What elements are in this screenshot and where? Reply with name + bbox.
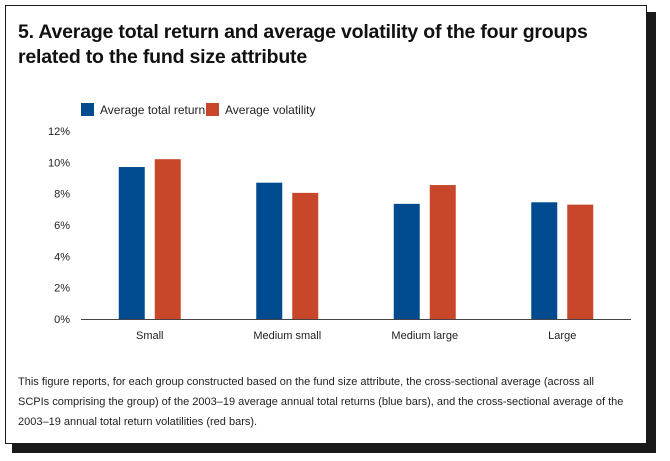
bar-return-0: [118, 167, 145, 319]
bar-return-1: [256, 182, 283, 319]
legend-swatch-0: [81, 103, 94, 116]
bar-chart: Average total return Average volatility 0…: [48, 103, 631, 342]
bar-volatility-0: [154, 159, 181, 319]
figure-caption: This figure reports, for each group cons…: [18, 376, 624, 428]
bar-volatility-1: [292, 192, 319, 319]
y-tick-label-6: 12%: [48, 126, 70, 138]
legend-label-0: Average total return: [100, 103, 205, 117]
figure-panel: 5. Average total return and average vola…: [5, 5, 647, 444]
bar-return-3: [531, 202, 558, 319]
x-category-label-0: Small: [136, 330, 164, 342]
x-axis: Small Medium small Medium large Large: [81, 319, 631, 342]
y-tick-label-3: 6%: [54, 220, 70, 232]
y-tick-label-2: 4%: [54, 251, 70, 263]
figure-title: 5. Average total return and average vola…: [18, 21, 588, 68]
bar-volatility-3: [567, 204, 594, 319]
legend: Average total return Average volatility: [81, 103, 316, 117]
y-tick-label-4: 8%: [54, 189, 70, 201]
bar-return-2: [393, 203, 420, 319]
y-tick-label-1: 2%: [54, 283, 70, 295]
x-category-label-3: Large: [548, 330, 576, 342]
y-tick-label-5: 10%: [48, 157, 70, 169]
y-tick-label-0: 0%: [54, 314, 70, 326]
legend-label-1: Average volatility: [225, 103, 316, 117]
x-category-label-2: Medium large: [391, 330, 458, 342]
y-axis: 0% 2% 4% 6% 8% 10% 12%: [48, 126, 70, 326]
bar-volatility-2: [429, 185, 456, 319]
bars: [118, 159, 594, 319]
legend-swatch-1: [206, 103, 219, 116]
x-category-label-1: Medium small: [253, 330, 321, 342]
